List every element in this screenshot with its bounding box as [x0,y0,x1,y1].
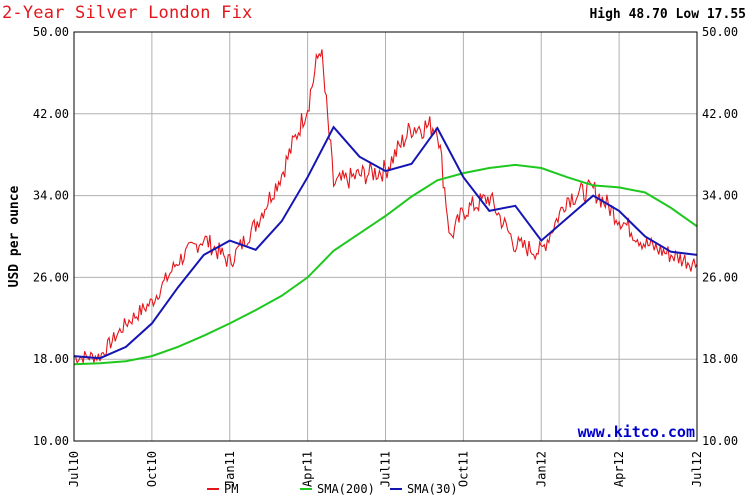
x-tick-label: Oct11 [456,451,470,487]
y-tick-label: 34.00 [33,189,69,203]
x-ticks: Jul10 Oct10 Jan11 Apr11 Jul11 Oct11 Jan12 Apr12… [67,451,704,487]
y-axis-label: USD per ounce [7,185,22,287]
plot-border [73,31,698,442]
chart-title: 2-Year Silver London Fix [2,3,253,23]
y-tick-label: 50.00 [33,25,69,39]
y-tick-label-right: 50.00 [702,25,738,39]
y-tick-label-right: 26.00 [702,270,738,284]
y-ticks-right: 10.00 18.00 26.00 34.00 42.00 50.00 [702,25,738,448]
y-tick-label-right: 10.00 [702,434,738,448]
y-tick-label: 26.00 [33,270,69,284]
y-tick-label-right: 34.00 [702,189,738,203]
grid [73,31,698,442]
x-tick-label: Jan12 [534,451,548,487]
legend-label: SMA(200) [317,482,375,496]
x-tick-label: Jul11 [379,451,393,487]
x-tick-label: Jul12 [690,451,704,487]
x-tick-label: Jan11 [223,451,237,487]
x-tick-label: Jul10 [67,451,81,487]
y-tick-label: 18.00 [33,352,69,366]
y-tick-label-right: 42.00 [702,107,738,121]
series-line-sma30 [73,125,698,360]
legend-label: PM [224,482,238,496]
y-tick-label: 10.00 [33,434,69,448]
high-low-readout: High 48.70 Low 17.55 [589,7,746,22]
x-tick-label: Apr12 [612,451,626,487]
y-tick-label: 42.00 [33,107,69,121]
legend: PM SMA(200) SMA(30) [207,482,458,496]
legend-label: SMA(30) [407,482,458,496]
y-tick-label-right: 18.00 [702,352,738,366]
y-ticks-left: 10.00 18.00 26.00 34.00 42.00 50.00 [33,25,69,448]
series-line-pm [73,49,698,364]
series-lines [73,49,698,366]
watermark: www.kitco.com [578,423,695,441]
x-tick-label: Oct10 [145,451,159,487]
series-line-sma200 [73,163,698,366]
x-tick-label: Apr11 [301,451,315,487]
